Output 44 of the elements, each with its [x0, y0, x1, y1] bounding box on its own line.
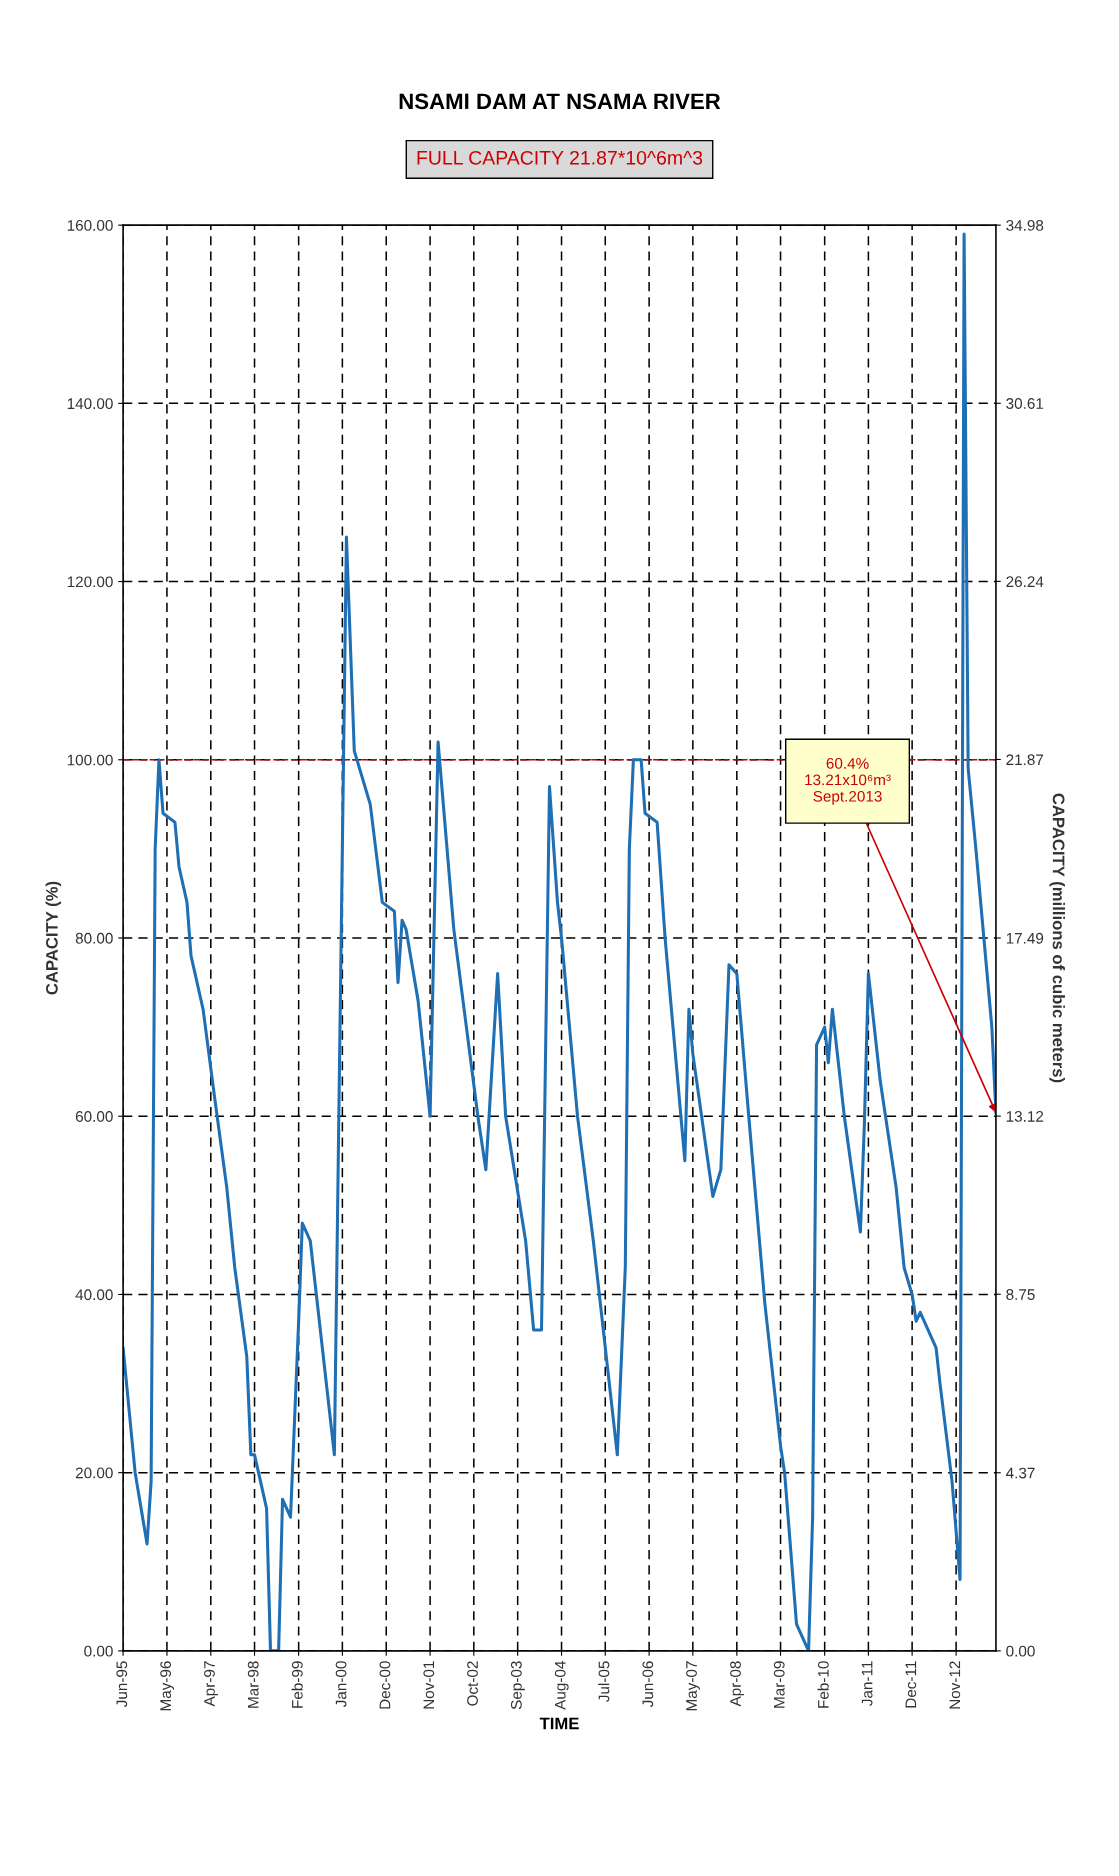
x-tick-label: Jan-00	[335, 1661, 347, 1708]
y-tick-label: 140.00	[67, 398, 113, 410]
y-tick-label: 80.00	[75, 932, 113, 944]
x-tick-label: Jun-06	[642, 1661, 654, 1708]
y2-tick-label: 8.75	[1006, 1289, 1035, 1300]
x-tick-label: Dec-11	[905, 1661, 917, 1708]
x-tick-label: Mar-98	[247, 1661, 259, 1708]
x-tick-label: Sep-03	[510, 1661, 525, 1710]
y2-tick-label: 30.61	[1006, 398, 1044, 409]
y-tick-label: 40.00	[75, 1289, 113, 1301]
y2-tick-label: 26.24	[1006, 576, 1044, 588]
y2-axis-title: CAPACITY (millions of cubic meters)	[1049, 793, 1065, 1083]
y-tick-label: 0.00	[84, 1645, 113, 1657]
x-tick-label: Jun-95	[116, 1661, 128, 1708]
x-tick-label: Aug-04	[554, 1661, 569, 1710]
x-axis-title: TIME	[539, 1717, 579, 1730]
y2-tick-label: 0.00	[1006, 1645, 1035, 1657]
x-tick-label: Apr-97	[204, 1661, 218, 1707]
x-tick-label: Jul-05	[598, 1661, 610, 1702]
y-tick-label: 120.00	[67, 576, 113, 588]
x-tick-label: Dec-00	[379, 1661, 391, 1709]
chart-title: NSAMI DAM AT NSAMA RIVER	[399, 93, 721, 110]
x-tick-label: Jan-11	[861, 1661, 873, 1706]
x-tick-label: Oct-02	[467, 1661, 478, 1706]
x-tick-label: Apr-08	[730, 1661, 744, 1707]
x-tick-label: Nov-12	[949, 1661, 961, 1709]
y-tick-label: 60.00	[75, 1111, 113, 1122]
chart-subtitle: FULL CAPACITY 21.87*10^6m^3	[417, 150, 703, 165]
y2-tick-label: 21.87	[1006, 754, 1044, 766]
y2-tick-label: 17.49	[1006, 932, 1044, 944]
x-tick-label: May-96	[160, 1661, 175, 1711]
y2-tick-label: 4.37	[1005, 1467, 1035, 1479]
annotation: 60.4% 13.21x10⁶m³ Sept.2013	[805, 757, 891, 805]
y-axis-title: CAPACITY (%)	[45, 881, 62, 995]
x-tick-label: Feb-99	[291, 1661, 303, 1708]
x-tick-label: Nov-01	[423, 1661, 435, 1709]
y-tick-label: 20.00	[75, 1467, 113, 1479]
x-tick-label: Mar-09	[773, 1661, 785, 1708]
y2-tick-label: 13.12	[1006, 1110, 1044, 1122]
y2-tick-label: 34.98	[1006, 219, 1044, 231]
x-tick-label: Feb-10	[817, 1661, 829, 1708]
x-tick-label: May-07	[686, 1661, 700, 1711]
y-tick-label: 100.00	[67, 754, 113, 766]
y-tick-label: 160.00	[67, 219, 113, 231]
